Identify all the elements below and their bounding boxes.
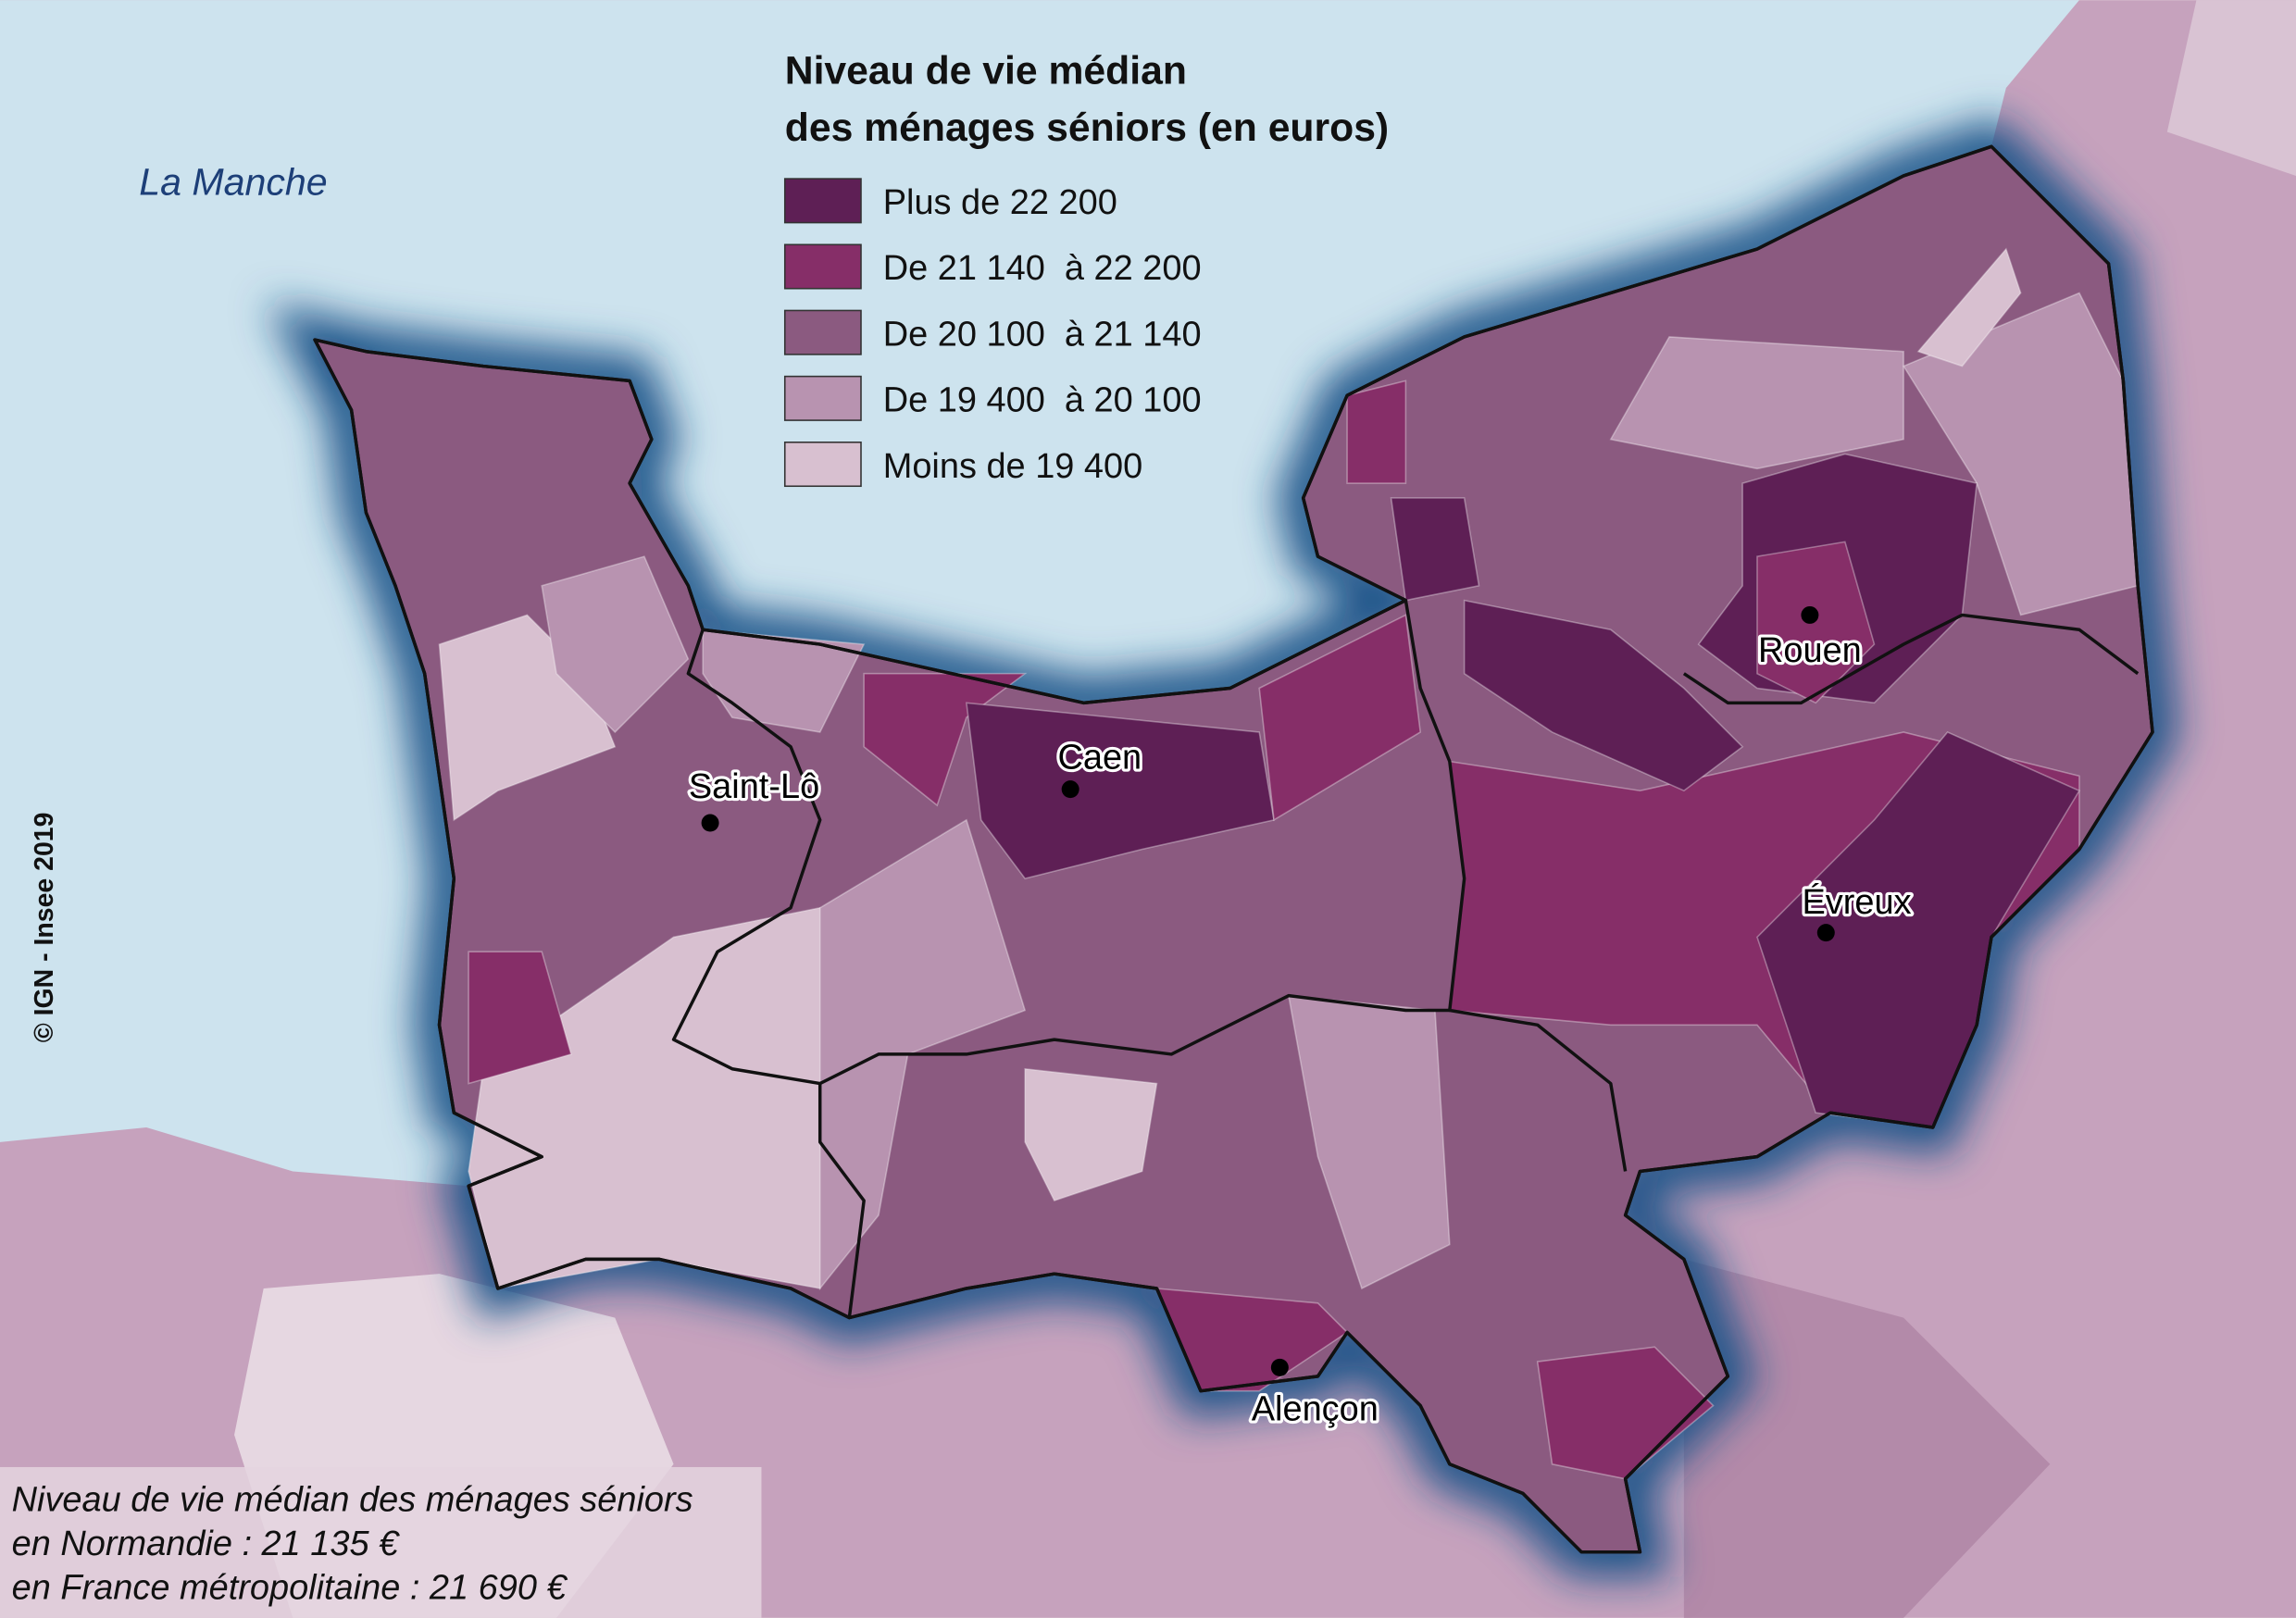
- city-dot: [1816, 924, 1835, 942]
- region: [468, 951, 572, 1085]
- legend-label: De 20 100 à 21 140: [883, 315, 1202, 354]
- region: [541, 555, 690, 734]
- region: [1390, 497, 1480, 602]
- legend-swatch: [783, 375, 862, 421]
- region: [702, 629, 866, 733]
- city-dot: [701, 814, 719, 832]
- region: [1536, 1346, 1715, 1480]
- borders: [313, 144, 2154, 1554]
- city-label: Saint-Lô: [689, 767, 819, 806]
- note-line: Niveau de vie médian des ménages séniors: [12, 1480, 693, 1519]
- city-label: Évreux: [1802, 882, 1911, 922]
- legend-label: Moins de 19 400: [883, 447, 1143, 486]
- land-patch: [2166, 0, 2296, 176]
- region: [965, 702, 1275, 880]
- legend-label: De 19 400 à 20 100: [883, 381, 1202, 420]
- region: [1609, 336, 1904, 470]
- legend-label: Plus de 22 200: [883, 183, 1117, 222]
- region: [863, 672, 1028, 807]
- city-dots: [701, 605, 1835, 1376]
- city-label: Rouen: [1758, 631, 1862, 670]
- region: [1916, 247, 2022, 367]
- city-dot: [1270, 1358, 1289, 1376]
- region: [1287, 994, 1451, 1290]
- legend-title: Niveau de vie médian: [785, 48, 1187, 93]
- legend-swatch: [783, 243, 862, 290]
- city-label: Alençon: [1252, 1389, 1379, 1428]
- legend: Niveau de vie médian des ménages séniors…: [783, 48, 1389, 488]
- note-line: en Normandie : 21 135 €: [12, 1525, 400, 1563]
- credit: © IGN - Insee 2019: [30, 813, 59, 1043]
- legend-label: De 21 140 à 22 200: [883, 249, 1202, 288]
- legend-swatch: [783, 309, 862, 355]
- note-box: [0, 1466, 762, 1618]
- legend-swatch: [783, 442, 862, 488]
- region: [1346, 380, 1407, 484]
- regions: [313, 145, 2153, 1553]
- land-patch: [1683, 1259, 2051, 1618]
- note-line: en France métropolitaine : 21 690 €: [12, 1568, 568, 1607]
- city-label: Caen: [1057, 739, 1142, 778]
- region: [1258, 614, 1422, 822]
- city-dot: [1801, 605, 1819, 624]
- city-dot: [1061, 780, 1079, 799]
- sea-label: La Manche: [139, 161, 327, 204]
- region: [1756, 541, 1876, 704]
- legend-title: des ménages séniors (en euros): [785, 106, 1389, 150]
- region: [1463, 599, 1744, 792]
- region: [1024, 1067, 1158, 1202]
- legend-swatch: [783, 178, 862, 224]
